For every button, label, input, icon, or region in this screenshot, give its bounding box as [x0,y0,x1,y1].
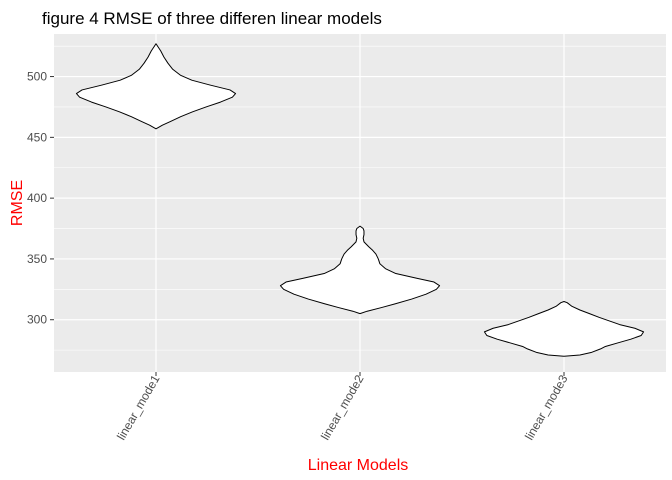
violin-linear_mode1 [75,43,237,130]
x-tick-label: linear_mode1 [114,372,163,442]
y-tick-label: 450 [27,130,47,144]
x-axis-title: Linear Models [308,457,409,474]
y-axis: 300 350 400 450 500 [27,70,54,327]
y-axis-title: RMSE [9,180,26,226]
y-tick-label: 350 [27,252,47,266]
y-tick-label: 500 [27,70,47,84]
x-axis: linear_mode1 linear_mode2 linear_mode3 [114,372,571,442]
y-tick-label: 300 [27,313,47,327]
x-tick-label: linear_mode2 [318,372,367,442]
violin-linear_mode2 [279,225,441,315]
violin-linear_mode3 [483,300,645,357]
x-tick-label: linear_mode3 [522,372,571,442]
violins [75,43,645,357]
chart-title: figure 4 RMSE of three differen linear m… [42,9,382,28]
y-tick-label: 400 [27,191,47,205]
